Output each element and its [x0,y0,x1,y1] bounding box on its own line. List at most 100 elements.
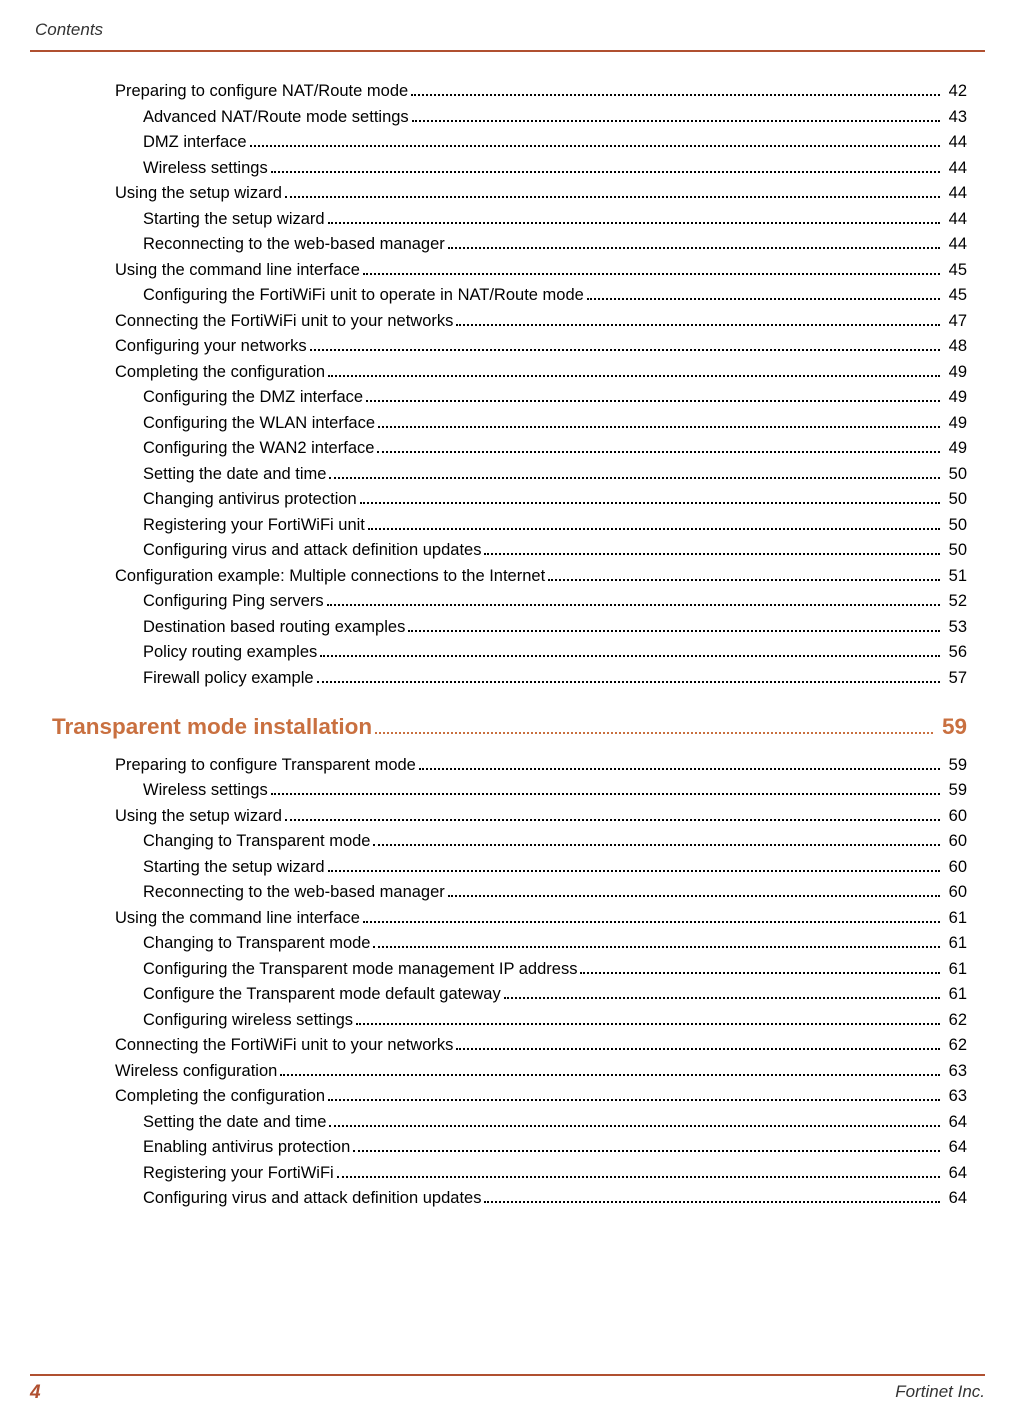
toc-entry[interactable]: Configuring virus and attack definition … [115,541,967,560]
toc-entry[interactable]: Completing the configuration63 [115,1087,967,1106]
toc-entry[interactable]: Wireless settings 59 [115,781,967,800]
toc-content: Preparing to configure NAT/Route mode42 A… [30,82,985,1208]
toc-entry-title: Registering your FortiWiFi [143,1164,334,1183]
toc-entry-page: 47 [943,312,967,331]
toc-entry-page: 60 [943,858,967,877]
toc-entry-title: Configure the Transparent mode default g… [143,985,501,1004]
toc-entry-page: 61 [943,909,967,928]
toc-entry-title: Policy routing examples [143,643,317,662]
toc-entry[interactable]: Configuring the FortiWiFi unit to operat… [115,286,967,305]
toc-chapter-heading[interactable]: Transparent mode installation 59 [52,714,967,740]
toc-entry[interactable]: Configuring Ping servers52 [115,592,967,611]
toc-entry[interactable]: Configuring your networks48 [115,337,967,356]
toc-entry[interactable]: Using the command line interface 61 [115,909,967,928]
toc-entry[interactable]: Registering your FortiWiFi 64 [115,1164,967,1183]
toc-entry-title: Setting the date and time [143,465,326,484]
toc-entry-page: 50 [943,490,967,509]
toc-entry-title: Using the setup wizard [115,807,282,826]
toc-leader-dots [329,1125,939,1127]
toc-entry[interactable]: Enabling antivirus protection64 [115,1138,967,1157]
toc-heading-title: Transparent mode installation [52,714,372,740]
toc-entry-title: Using the command line interface [115,909,360,928]
toc-entry-page: 49 [943,439,967,458]
toc-entry-title: Wireless settings [143,781,268,800]
toc-entry-page: 64 [943,1164,967,1183]
toc-entry[interactable]: Advanced NAT/Route mode settings43 [115,108,967,127]
toc-leader-dots [448,895,940,897]
toc-entry[interactable]: Starting the setup wizard44 [115,210,967,229]
toc-entry-page: 59 [943,781,967,800]
toc-leader-dots [456,324,939,326]
toc-entry-page: 62 [943,1011,967,1030]
toc-entry-title: Starting the setup wizard [143,858,325,877]
toc-entry[interactable]: Configuring the WLAN interface49 [115,414,967,433]
toc-entry-title: Connecting the FortiWiFi unit to your ne… [115,312,453,331]
toc-entry[interactable]: Policy routing examples56 [115,643,967,662]
toc-leader-dots [373,844,939,846]
toc-leader-dots [285,819,940,821]
toc-entry-page: 60 [943,807,967,826]
toc-entry[interactable]: Configuring the WAN2 interface49 [115,439,967,458]
toc-entry[interactable]: Wireless configuration 63 [115,1062,967,1081]
toc-entry[interactable]: Setting the date and time50 [115,465,967,484]
toc-entry-page: 62 [943,1036,967,1055]
toc-entry[interactable]: Setting the date and time64 [115,1113,967,1132]
toc-entry[interactable]: Connecting the FortiWiFi unit to your ne… [115,312,967,331]
toc-leader-dots [368,528,940,530]
toc-entry-page: 63 [943,1062,967,1081]
toc-entry-title: Configuring the DMZ interface [143,388,363,407]
page-footer: 4 Fortinet Inc. [30,1382,985,1404]
toc-entry[interactable]: Configuring virus and attack definition … [115,1189,967,1208]
toc-entry[interactable]: Using the command line interface45 [115,261,967,280]
toc-entry-title: Firewall policy example [143,669,314,688]
toc-entry[interactable]: Registering your FortiWiFi unit50 [115,516,967,535]
toc-entry[interactable]: Using the setup wizard44 [115,184,967,203]
toc-entry[interactable]: Firewall policy example57 [115,669,967,688]
toc-entry-title: Completing the configuration [115,363,325,382]
toc-entry-page: 59 [943,756,967,775]
toc-entry[interactable]: Using the setup wizard 60 [115,807,967,826]
toc-heading-page: 59 [936,714,967,740]
toc-entry-title: Reconnecting to the web-based manager [143,883,445,902]
toc-heading-wrapper: Transparent mode installation 59 [52,714,967,740]
toc-leader-dots [328,375,940,377]
toc-entry[interactable]: Reconnecting to the web-based manager60 [115,883,967,902]
toc-entry[interactable]: Changing to Transparent mode60 [115,832,967,851]
toc-entry[interactable]: Preparing to configure Transparent mode 5… [115,756,967,775]
toc-leader-dots [271,793,940,795]
toc-entry-page: 44 [943,235,967,254]
toc-entry[interactable]: Preparing to configure NAT/Route mode42 [115,82,967,101]
toc-entry-title: Using the setup wizard [115,184,282,203]
toc-entry-title: Configuration example: Multiple connecti… [115,567,545,586]
toc-entry[interactable]: Changing antivirus protection50 [115,490,967,509]
toc-entry[interactable]: Destination based routing examples53 [115,618,967,637]
toc-leader-dots [375,732,933,734]
toc-leader-dots [328,222,940,224]
toc-entry-title: Configuring the Transparent mode managem… [143,960,577,979]
toc-entry-title: Registering your FortiWiFi unit [143,516,365,535]
toc-entry[interactable]: Starting the setup wizard 60 [115,858,967,877]
toc-entry-page: 49 [943,388,967,407]
toc-leader-dots [280,1074,939,1076]
toc-leader-dots [419,768,940,770]
toc-entry-page: 64 [943,1189,967,1208]
toc-entry[interactable]: Configuring the DMZ interface 49 [115,388,967,407]
toc-entry-title: Wireless configuration [115,1062,277,1081]
toc-leader-dots [353,1150,939,1152]
toc-entry-page: 51 [943,567,967,586]
toc-entry-title: Preparing to configure Transparent mode [115,756,416,775]
toc-entry[interactable]: Configure the Transparent mode default g… [115,985,967,1004]
toc-entry[interactable]: Reconnecting to the web-based manager44 [115,235,967,254]
toc-entry[interactable]: Changing to Transparent mode61 [115,934,967,953]
toc-block: Preparing to configure NAT/Route mode42 A… [115,82,967,688]
toc-leader-dots [271,171,940,173]
toc-entry[interactable]: Configuration example: Multiple connecti… [115,567,967,586]
toc-entry[interactable]: Configuring wireless settings62 [115,1011,967,1030]
toc-entry[interactable]: Wireless settings44 [115,159,967,178]
toc-leader-dots [363,273,940,275]
toc-entry[interactable]: Completing the configuration49 [115,363,967,382]
toc-entry[interactable]: Configuring the Transparent mode managem… [115,960,967,979]
toc-entry[interactable]: Connecting the FortiWiFi unit to your ne… [115,1036,967,1055]
page-header-label: Contents [30,20,985,40]
toc-entry[interactable]: DMZ interface44 [115,133,967,152]
